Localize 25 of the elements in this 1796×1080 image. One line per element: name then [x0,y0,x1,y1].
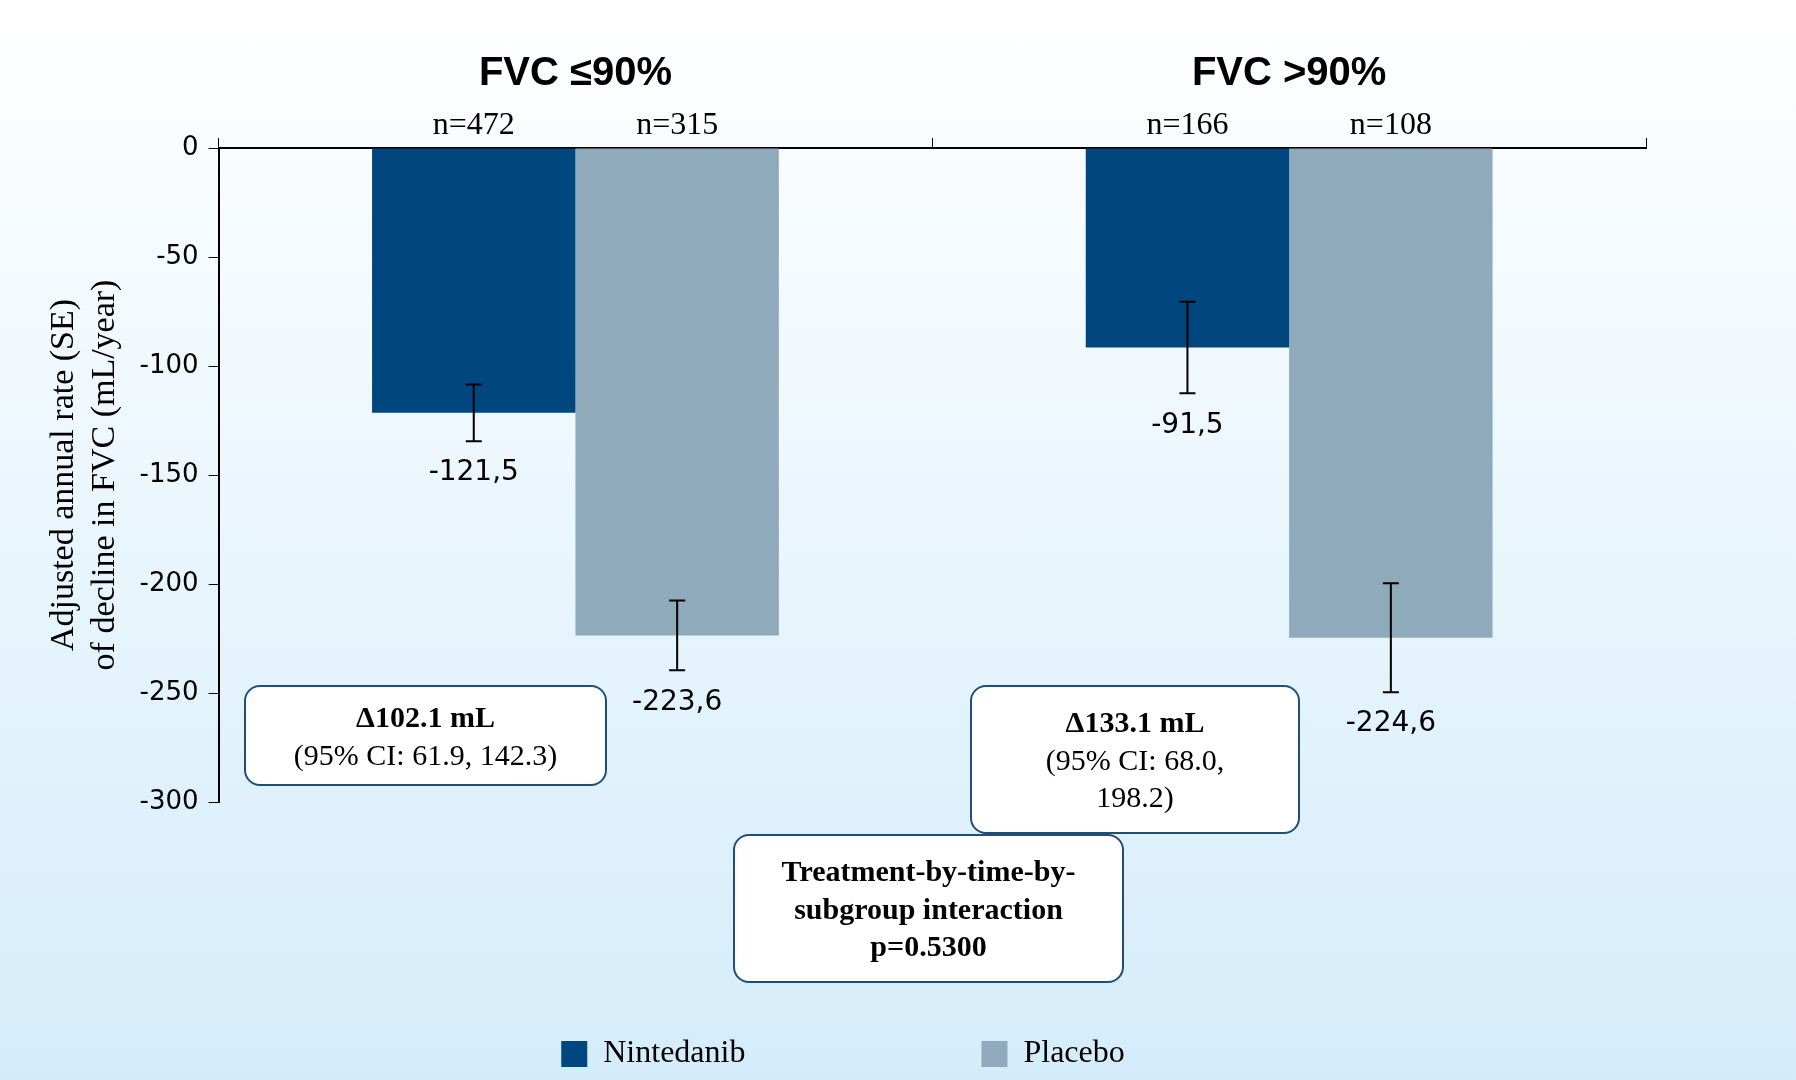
annotation: Δ133.1 mL (95% CI: 68.0, 198.2) [1045,704,1225,816]
callout-box: Δ102.1 mL (95% CI: 61.9, 142.3) [244,685,607,786]
annotation: n=108 [1349,105,1432,142]
legend-label: Nintedanib [603,1033,746,1070]
legend-label: Placebo [1023,1033,1125,1070]
x-tick-label: FVC ≤90% [478,49,673,94]
y-tick-label: -250 [139,675,199,706]
annotation: n=166 [1146,105,1229,142]
y-axis-title: Adjusted annual rate (SE) of decline in FVC (mL/year) [43,279,123,671]
data-label: -223,6 [632,683,723,717]
y-tick-label: -100 [139,348,199,379]
data-label: -224,6 [1345,705,1436,739]
annotation: n=472 [432,105,515,142]
x-tick-label: FVC >90% [1191,49,1387,94]
callout-box: Δ133.1 mL (95% CI: 68.0, 198.2) [970,685,1300,834]
y-tick-label: -150 [139,457,199,488]
annotation: Δ102.1 mL (95% CI: 61.9, 142.3) [293,699,558,773]
y-tick-label: -300 [139,784,199,815]
annotation: n=315 [636,105,719,142]
y-tick-label: -50 [156,239,199,270]
data-label: -121,5 [428,454,519,488]
data-label: -91,5 [1151,406,1224,440]
y-tick-label: 0 [182,130,199,161]
y-tick-label: -200 [139,566,199,597]
callout-box: Treatment-by-time-by- subgroup interaction p=0.5300 [733,834,1124,983]
